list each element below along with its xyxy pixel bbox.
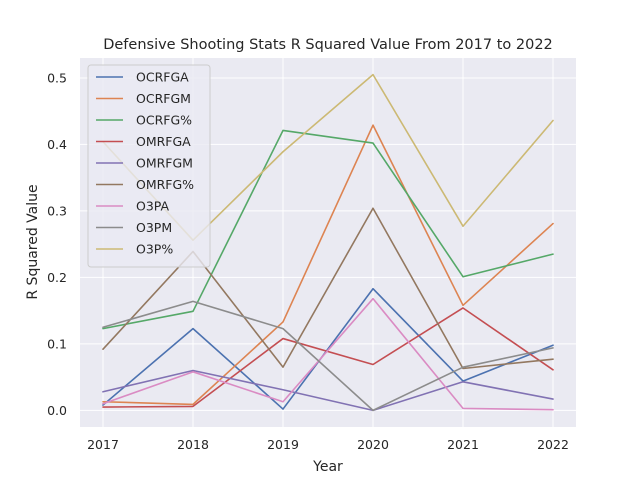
- legend-label-o3p-pct: O3P%: [136, 242, 173, 257]
- series-line-ocrfg-pct: [102, 129, 554, 330]
- x-tick-labels: 2017 2018 2019 2020 2021 2022: [87, 437, 569, 452]
- legend-label-omrfg-pct: OMRFG%: [136, 177, 194, 192]
- legend: OCRFGA OCRFGM OCRFG% OMRFGA OMRFGM OMRFG% O3PA…: [87, 64, 211, 268]
- y-tick-label: 0.3: [47, 203, 67, 218]
- legend-label-o3pa: O3PA: [136, 199, 170, 214]
- series-line-o3pm: [102, 300, 554, 412]
- series-line-o3pa: [102, 297, 554, 411]
- y-tick-labels: 0.0 0.1 0.2 0.3 0.4 0.5: [47, 70, 67, 417]
- y-tick-label: 0.5: [47, 70, 67, 85]
- chart-title: Defensive Shooting Stats R Squared Value…: [103, 37, 553, 53]
- x-tick-label: 2022: [537, 437, 569, 452]
- x-tick-label: 2018: [177, 437, 209, 452]
- legend-box: [87, 64, 211, 268]
- y-tick-label: 0.0: [47, 403, 67, 418]
- x-tick-label: 2017: [87, 437, 119, 452]
- x-tick-label: 2021: [447, 437, 479, 452]
- y-tick-label: 0.4: [47, 137, 67, 152]
- series-line-omrfgm: [102, 369, 554, 412]
- legend-label-ocrfgm: OCRFGM: [136, 91, 191, 106]
- x-tick-label: 2020: [357, 437, 389, 452]
- legend-label-ocrfga: OCRFGA: [136, 70, 189, 85]
- series-line-omrfga: [102, 307, 554, 408]
- y-tick-label: 0.1: [47, 336, 67, 351]
- y-tick-label: 0.2: [47, 270, 67, 285]
- series-line-omrfg-pct: [102, 207, 554, 370]
- grid: [80, 58, 576, 427]
- legend-label-omrfga: OMRFGA: [136, 134, 191, 149]
- legend-label-ocrfg-pct: OCRFG%: [136, 113, 192, 128]
- x-tick-label: 2019: [267, 437, 299, 452]
- series-line-ocrfga: [102, 287, 554, 410]
- series-line-ocrfgm: [102, 124, 554, 406]
- legend-label-o3pm: O3PM: [136, 220, 172, 235]
- legend-label-omrfgm: OMRFGM: [136, 156, 193, 171]
- y-axis-label: R Squared Value: [25, 184, 41, 299]
- x-axis-label: Year: [312, 459, 343, 475]
